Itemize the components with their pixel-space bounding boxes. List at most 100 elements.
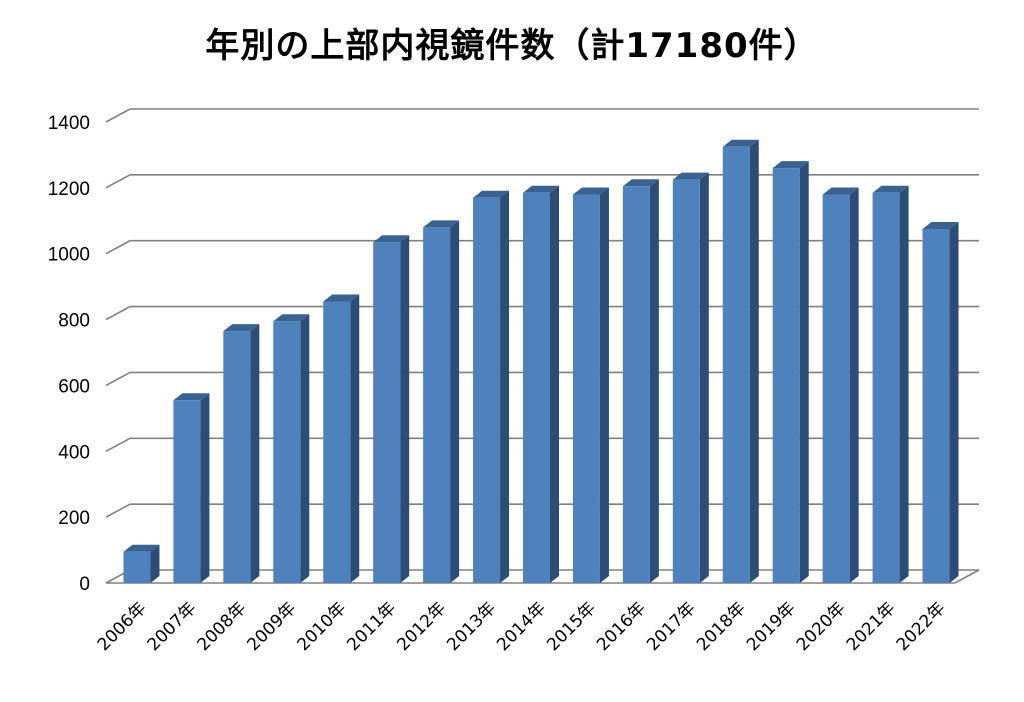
gridline-diag	[105, 174, 131, 189]
bar-side	[599, 187, 609, 583]
bar-side	[150, 544, 160, 583]
y-tick-label: 1200	[48, 179, 90, 200]
bar	[523, 185, 559, 583]
bar-top	[473, 190, 510, 198]
bar-front	[273, 321, 301, 583]
bar	[722, 139, 759, 584]
bar-side	[799, 161, 809, 583]
bar	[672, 172, 709, 583]
bar-side	[300, 314, 310, 583]
y-tick-label: 800	[58, 311, 90, 332]
y-axis: 0 200 400 600 800 1000 1200 1400	[48, 113, 90, 595]
x-tick-label: 2006年	[94, 598, 151, 655]
y-tick-label: 200	[58, 508, 90, 529]
chart-title: 年別の上部内視鏡件数（計17180件）	[205, 26, 819, 66]
bar-top	[572, 187, 609, 195]
bar-front	[323, 301, 351, 583]
bar-front	[572, 194, 600, 583]
bar-side	[949, 222, 959, 583]
bar-side	[699, 172, 709, 583]
bar-side	[400, 235, 410, 584]
x-tick-label: 2018年	[693, 598, 750, 655]
bar-top	[373, 235, 410, 243]
bar	[323, 294, 360, 583]
bars	[123, 139, 959, 584]
bar-front	[223, 331, 251, 583]
gridline-diag	[105, 108, 131, 123]
bar-top	[123, 544, 160, 552]
gridline-diag	[105, 240, 131, 255]
bar	[922, 222, 959, 583]
x-tick-label: 2010年	[294, 598, 351, 655]
bar-front	[672, 179, 700, 583]
bar	[772, 161, 809, 583]
gridline-diag	[105, 305, 131, 321]
bar-front	[473, 197, 501, 583]
y-tick-label: 400	[58, 442, 90, 463]
bar-top	[273, 314, 310, 322]
bar-top	[672, 172, 709, 180]
bar-side	[250, 324, 260, 583]
x-tick-label: 2022年	[893, 598, 950, 655]
bar-front	[872, 192, 900, 583]
bar-top	[323, 294, 360, 302]
bar-side	[550, 185, 559, 583]
bar-side	[450, 220, 460, 583]
bar-top	[822, 187, 859, 195]
bar-front	[373, 242, 401, 584]
x-tick-label: 2013年	[443, 598, 500, 655]
bar-top	[523, 185, 559, 193]
bar-top	[622, 179, 659, 187]
bar-side	[749, 139, 759, 584]
x-tick-label: 2008年	[194, 598, 251, 655]
bar-top	[772, 161, 809, 169]
bar	[822, 187, 859, 583]
x-tick-label: 2011年	[343, 598, 400, 655]
bar-front	[173, 400, 201, 583]
y-tick-label: 1000	[48, 245, 90, 266]
bar-front	[822, 194, 850, 583]
bar-front	[523, 192, 550, 583]
x-tick-label: 2015年	[543, 598, 600, 655]
bar-front	[423, 227, 451, 583]
bar-top	[722, 139, 759, 147]
bar-front	[622, 186, 650, 584]
bar	[572, 187, 609, 583]
bar	[123, 544, 160, 583]
bar	[473, 190, 510, 583]
y-tick-label: 1400	[48, 113, 90, 134]
gridline-diag	[105, 371, 131, 387]
bar-front	[722, 146, 750, 584]
x-tick-label: 2017年	[643, 598, 700, 655]
bar	[273, 314, 310, 583]
bar-side	[649, 179, 659, 584]
gridline-diag	[105, 437, 131, 452]
bar-top	[173, 393, 210, 401]
x-axis: 2006年2007年2008年2009年2010年2011年2012年2013年…	[94, 598, 950, 655]
bar-front	[922, 229, 950, 583]
x-tick-label: 2012年	[393, 598, 450, 655]
bar-top	[872, 185, 909, 193]
bar	[173, 393, 210, 583]
y-tick-label: 0	[79, 574, 90, 595]
y-tick-label: 600	[58, 376, 90, 397]
bar-top	[223, 324, 260, 332]
bar	[872, 185, 909, 583]
gridline-diag	[105, 503, 131, 518]
x-tick-label: 2016年	[593, 598, 650, 655]
bar-side	[200, 393, 210, 583]
bar	[423, 220, 460, 583]
x-tick-label: 2020年	[793, 598, 850, 655]
bar-side	[500, 190, 510, 583]
bar-front	[123, 551, 151, 583]
x-tick-label: 2014年	[493, 598, 550, 655]
bar-top	[423, 220, 460, 228]
bar-top	[922, 222, 959, 230]
bar	[223, 324, 260, 583]
x-tick-label: 2009年	[244, 598, 301, 655]
x-tick-label: 2021年	[843, 598, 900, 655]
bar-side	[899, 185, 909, 583]
bar	[622, 179, 659, 584]
